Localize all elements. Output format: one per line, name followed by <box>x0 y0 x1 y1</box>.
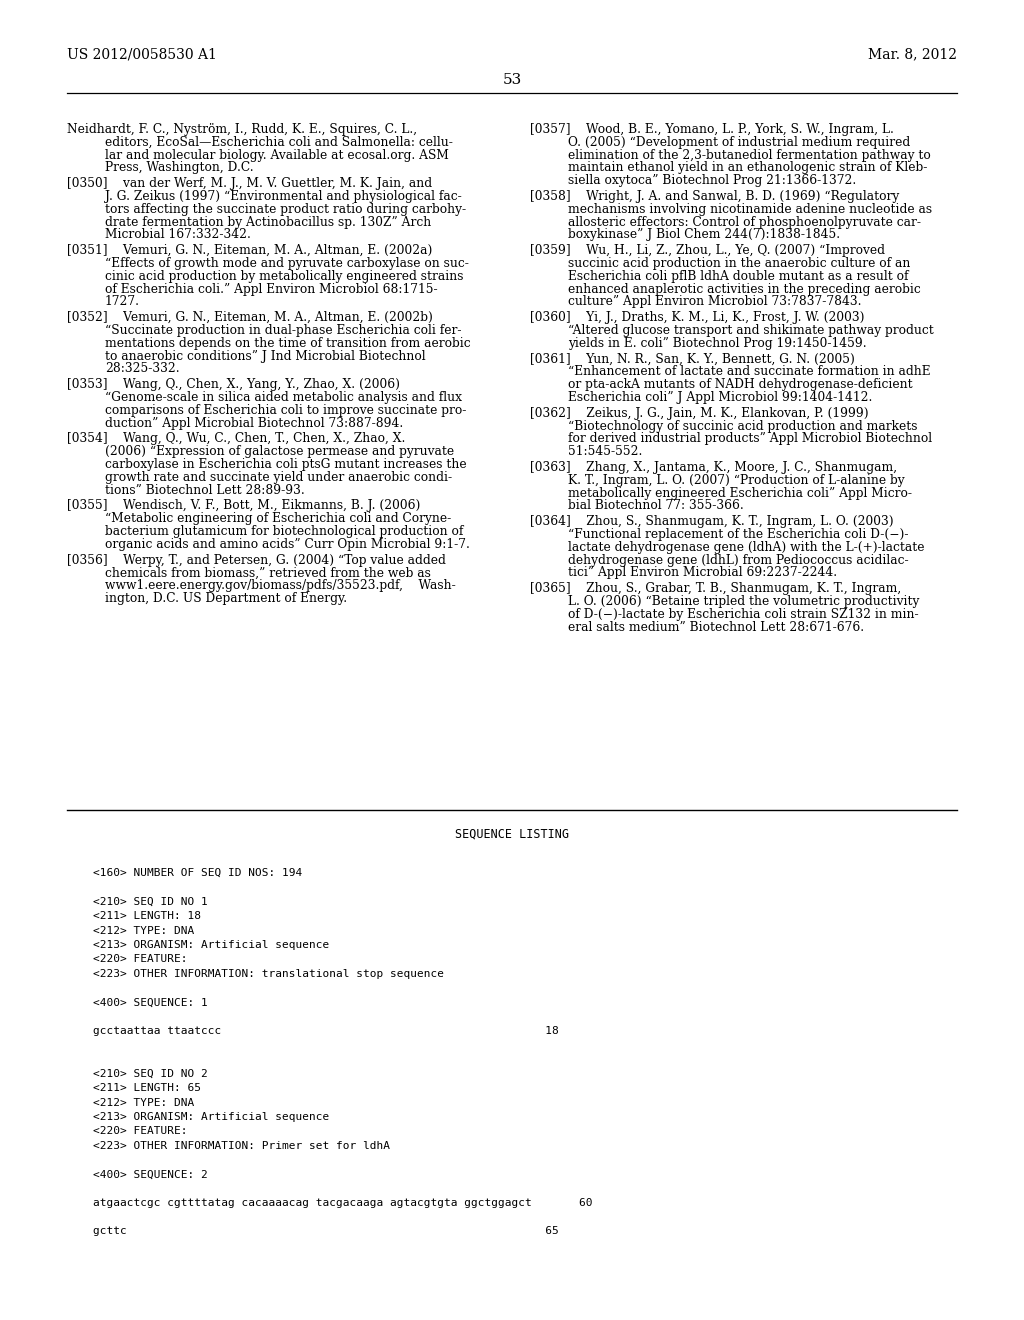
Text: of Escherichia coli.” Appl Environ Microbiol 68:1715-: of Escherichia coli.” Appl Environ Micro… <box>105 282 437 296</box>
Text: SEQUENCE LISTING: SEQUENCE LISTING <box>455 828 569 841</box>
Text: lar and molecular biology. Available at ecosal.org. ASM: lar and molecular biology. Available at … <box>105 149 449 161</box>
Text: gcttc                                                              65: gcttc 65 <box>93 1226 559 1237</box>
Text: [0357]    Wood, B. E., Yomano, L. P., York, S. W., Ingram, L.: [0357] Wood, B. E., Yomano, L. P., York,… <box>530 123 894 136</box>
Text: Mar. 8, 2012: Mar. 8, 2012 <box>868 48 957 61</box>
Text: bial Biotechnol 77: 355-366.: bial Biotechnol 77: 355-366. <box>568 499 743 512</box>
Text: “Genome-scale in silica aided metabolic analysis and flux: “Genome-scale in silica aided metabolic … <box>105 391 462 404</box>
Text: <212> TYPE: DNA: <212> TYPE: DNA <box>93 925 195 936</box>
Text: for derived industrial products” Appl Microbiol Biotechnol: for derived industrial products” Appl Mi… <box>568 433 932 445</box>
Text: <220> FEATURE:: <220> FEATURE: <box>93 1126 187 1137</box>
Text: maintain ethanol yield in an ethanologenic strain of Kleb-: maintain ethanol yield in an ethanologen… <box>568 161 928 174</box>
Text: <210> SEQ ID NO 2: <210> SEQ ID NO 2 <box>93 1068 208 1078</box>
Text: <211> LENGTH: 65: <211> LENGTH: 65 <box>93 1082 201 1093</box>
Text: duction” Appl Microbial Biotechnol 73:887-894.: duction” Appl Microbial Biotechnol 73:88… <box>105 417 403 429</box>
Text: <400> SEQUENCE: 2: <400> SEQUENCE: 2 <box>93 1170 208 1180</box>
Text: drate fermentation by Actinobacillus sp. 130Z” Arch: drate fermentation by Actinobacillus sp.… <box>105 215 431 228</box>
Text: of D-(−)-lactate by Escherichia coli strain SZ132 in min-: of D-(−)-lactate by Escherichia coli str… <box>568 607 919 620</box>
Text: editors, EcoSal—Escherichia coli and Salmonella: cellu-: editors, EcoSal—Escherichia coli and Sal… <box>105 136 453 149</box>
Text: boxykinase” J Biol Chem 244(7):1838-1845.: boxykinase” J Biol Chem 244(7):1838-1845… <box>568 228 840 242</box>
Text: [0354]    Wang, Q., Wu, C., Chen, T., Chen, X., Zhao, X.: [0354] Wang, Q., Wu, C., Chen, T., Chen,… <box>67 433 406 445</box>
Text: <213> ORGANISM: Artificial sequence: <213> ORGANISM: Artificial sequence <box>93 1111 330 1122</box>
Text: comparisons of Escherichia coli to improve succinate pro-: comparisons of Escherichia coli to impro… <box>105 404 466 417</box>
Text: <211> LENGTH: 18: <211> LENGTH: 18 <box>93 911 201 921</box>
Text: lactate dehydrogenase gene (ldhA) with the L-(+)-lactate: lactate dehydrogenase gene (ldhA) with t… <box>568 541 925 554</box>
Text: siella oxytoca” Biotechnol Prog 21:1366-1372.: siella oxytoca” Biotechnol Prog 21:1366-… <box>568 174 856 187</box>
Text: eral salts medium” Biotechnol Lett 28:671-676.: eral salts medium” Biotechnol Lett 28:67… <box>568 620 864 634</box>
Text: tions” Biotechnol Lett 28:89-93.: tions” Biotechnol Lett 28:89-93. <box>105 483 305 496</box>
Text: tici” Appl Environ Microbial 69:2237-2244.: tici” Appl Environ Microbial 69:2237-224… <box>568 566 838 579</box>
Text: “Succinate production in dual-phase Escherichia coli fer-: “Succinate production in dual-phase Esch… <box>105 323 462 337</box>
Text: cinic acid production by metabolically engineered strains: cinic acid production by metabolically e… <box>105 269 464 282</box>
Text: [0360]    Yi, J., Draths, K. M., Li, K., Frost, J. W. (2003): [0360] Yi, J., Draths, K. M., Li, K., Fr… <box>530 312 864 325</box>
Text: bacterium glutamicum for biotechnological production of: bacterium glutamicum for biotechnologica… <box>105 525 464 539</box>
Text: carboxylase in Escherichia coli ptsG mutant increases the: carboxylase in Escherichia coli ptsG mut… <box>105 458 467 471</box>
Text: (2006) “Expression of galactose permease and pyruvate: (2006) “Expression of galactose permease… <box>105 445 454 458</box>
Text: Neidhardt, F. C., Nyström, I., Rudd, K. E., Squires, C. L.,: Neidhardt, F. C., Nyström, I., Rudd, K. … <box>67 123 417 136</box>
Text: Microbial 167:332-342.: Microbial 167:332-342. <box>105 228 251 242</box>
Text: [0350]    van der Werf, M. J., M. V. Guettler, M. K. Jain, and: [0350] van der Werf, M. J., M. V. Guettl… <box>67 177 432 190</box>
Text: 1727.: 1727. <box>105 296 140 309</box>
Text: allosteric effectors: Control of phosphoenolpyruvate car-: allosteric effectors: Control of phospho… <box>568 215 921 228</box>
Text: organic acids and amino acids” Curr Opin Microbial 9:1-7.: organic acids and amino acids” Curr Opin… <box>105 537 470 550</box>
Text: “Enhancement of lactate and succinate formation in adhE: “Enhancement of lactate and succinate fo… <box>568 366 931 379</box>
Text: [0351]    Vemuri, G. N., Eiteman, M. A., Altman, E. (2002a): [0351] Vemuri, G. N., Eiteman, M. A., Al… <box>67 244 432 257</box>
Text: <160> NUMBER OF SEQ ID NOS: 194: <160> NUMBER OF SEQ ID NOS: 194 <box>93 869 302 878</box>
Text: www1.eere.energy.gov/biomass/pdfs/35523.pdf,    Wash-: www1.eere.energy.gov/biomass/pdfs/35523.… <box>105 579 456 593</box>
Text: [0358]    Wright, J. A. and Sanwal, B. D. (1969) “Regulatory: [0358] Wright, J. A. and Sanwal, B. D. (… <box>530 190 899 203</box>
Text: J. G. Zeikus (1997) “Environmental and physiological fac-: J. G. Zeikus (1997) “Environmental and p… <box>105 190 462 203</box>
Text: <220> FEATURE:: <220> FEATURE: <box>93 954 187 965</box>
Text: “Biotechnology of succinic acid production and markets: “Biotechnology of succinic acid producti… <box>568 420 918 433</box>
Text: enhanced anaplerotic activities in the preceding aerobic: enhanced anaplerotic activities in the p… <box>568 282 921 296</box>
Text: 53: 53 <box>503 73 521 87</box>
Text: or pta-ackA mutants of NADH dehydrogenase-deficient: or pta-ackA mutants of NADH dehydrogenas… <box>568 379 912 391</box>
Text: Escherichia coli” J Appl Microbiol 99:1404-1412.: Escherichia coli” J Appl Microbiol 99:14… <box>568 391 872 404</box>
Text: [0352]    Vemuri, G. N., Eiteman, M. A., Altman, E. (2002b): [0352] Vemuri, G. N., Eiteman, M. A., Al… <box>67 312 433 325</box>
Text: K. T., Ingram, L. O. (2007) “Production of L-alanine by: K. T., Ingram, L. O. (2007) “Production … <box>568 474 904 487</box>
Text: <210> SEQ ID NO 1: <210> SEQ ID NO 1 <box>93 896 208 907</box>
Text: <223> OTHER INFORMATION: translational stop sequence: <223> OTHER INFORMATION: translational s… <box>93 969 444 979</box>
Text: [0363]    Zhang, X., Jantama, K., Moore, J. C., Shanmugam,: [0363] Zhang, X., Jantama, K., Moore, J.… <box>530 461 897 474</box>
Text: elimination of the 2,3-butanediol fermentation pathway to: elimination of the 2,3-butanediol fermen… <box>568 149 931 161</box>
Text: mechanisms involving nicotinamide adenine nucleotide as: mechanisms involving nicotinamide adenin… <box>568 203 932 215</box>
Text: chemicals from biomass,” retrieved from the web as: chemicals from biomass,” retrieved from … <box>105 566 431 579</box>
Text: <223> OTHER INFORMATION: Primer set for ldhA: <223> OTHER INFORMATION: Primer set for … <box>93 1140 390 1151</box>
Text: US 2012/0058530 A1: US 2012/0058530 A1 <box>67 48 217 61</box>
Text: metabolically engineered Escherichia coli” Appl Micro-: metabolically engineered Escherichia col… <box>568 487 912 499</box>
Text: Press, Washington, D.C.: Press, Washington, D.C. <box>105 161 254 174</box>
Text: to anaerobic conditions” J Ind Microbial Biotechnol: to anaerobic conditions” J Ind Microbial… <box>105 350 426 363</box>
Text: atgaactcgc cgttttatag cacaaaacag tacgacaaga agtacgtgta ggctggagct       60: atgaactcgc cgttttatag cacaaaacag tacgaca… <box>93 1199 593 1208</box>
Text: <212> TYPE: DNA: <212> TYPE: DNA <box>93 1097 195 1107</box>
Text: ington, D.C. US Department of Energy.: ington, D.C. US Department of Energy. <box>105 591 347 605</box>
Text: Escherichia coli pflB ldhA double mutant as a result of: Escherichia coli pflB ldhA double mutant… <box>568 269 908 282</box>
Text: [0365]    Zhou, S., Grabar, T. B., Shanmugam, K. T., Ingram,: [0365] Zhou, S., Grabar, T. B., Shanmuga… <box>530 582 901 595</box>
Text: dehydrogenase gene (ldhL) from Pediococcus acidilac-: dehydrogenase gene (ldhL) from Pediococc… <box>568 553 908 566</box>
Text: yields in E. coli” Biotechnol Prog 19:1450-1459.: yields in E. coli” Biotechnol Prog 19:14… <box>568 337 866 350</box>
Text: [0364]    Zhou, S., Shanmugam, K. T., Ingram, L. O. (2003): [0364] Zhou, S., Shanmugam, K. T., Ingra… <box>530 515 894 528</box>
Text: gcctaattaa ttaatccc                                                18: gcctaattaa ttaatccc 18 <box>93 1026 559 1036</box>
Text: succinic acid production in the anaerobic culture of an: succinic acid production in the anaerobi… <box>568 257 910 271</box>
Text: 51:545-552.: 51:545-552. <box>568 445 642 458</box>
Text: L. O. (2006) “Betaine tripled the volumetric productivity: L. O. (2006) “Betaine tripled the volume… <box>568 595 920 609</box>
Text: [0355]    Wendisch, V. F., Bott, M., Eikmanns, B. J. (2006): [0355] Wendisch, V. F., Bott, M., Eikman… <box>67 499 421 512</box>
Text: [0353]    Wang, Q., Chen, X., Yang, Y., Zhao, X. (2006): [0353] Wang, Q., Chen, X., Yang, Y., Zha… <box>67 379 400 391</box>
Text: [0362]    Zeikus, J. G., Jain, M. K., Elankovan, P. (1999): [0362] Zeikus, J. G., Jain, M. K., Elank… <box>530 407 868 420</box>
Text: O. (2005) “Development of industrial medium required: O. (2005) “Development of industrial med… <box>568 136 910 149</box>
Text: [0359]    Wu, H., Li, Z., Zhou, L., Ye, Q. (2007) “Improved: [0359] Wu, H., Li, Z., Zhou, L., Ye, Q. … <box>530 244 885 257</box>
Text: 28:325-332.: 28:325-332. <box>105 363 179 375</box>
Text: “Altered glucose transport and shikimate pathway product: “Altered glucose transport and shikimate… <box>568 323 934 337</box>
Text: culture” Appl Environ Microbiol 73:7837-7843.: culture” Appl Environ Microbiol 73:7837-… <box>568 296 861 309</box>
Text: tors affecting the succinate product ratio during carbohy-: tors affecting the succinate product rat… <box>105 203 466 215</box>
Text: mentations depends on the time of transition from aerobic: mentations depends on the time of transi… <box>105 337 471 350</box>
Text: <400> SEQUENCE: 1: <400> SEQUENCE: 1 <box>93 998 208 1007</box>
Text: [0356]    Werpy, T., and Petersen, G. (2004) “Top value added: [0356] Werpy, T., and Petersen, G. (2004… <box>67 553 445 566</box>
Text: growth rate and succinate yield under anaerobic condi-: growth rate and succinate yield under an… <box>105 471 453 484</box>
Text: “Metabolic engineering of Escherichia coli and Coryne-: “Metabolic engineering of Escherichia co… <box>105 512 452 525</box>
Text: “Functional replacement of the Escherichia coli D-(−)-: “Functional replacement of the Escherich… <box>568 528 908 541</box>
Text: <213> ORGANISM: Artificial sequence: <213> ORGANISM: Artificial sequence <box>93 940 330 950</box>
Text: [0361]    Yun, N. R., San, K. Y., Bennett, G. N. (2005): [0361] Yun, N. R., San, K. Y., Bennett, … <box>530 352 855 366</box>
Text: “Effects of growth mode and pyruvate carboxylase on suc-: “Effects of growth mode and pyruvate car… <box>105 257 469 271</box>
